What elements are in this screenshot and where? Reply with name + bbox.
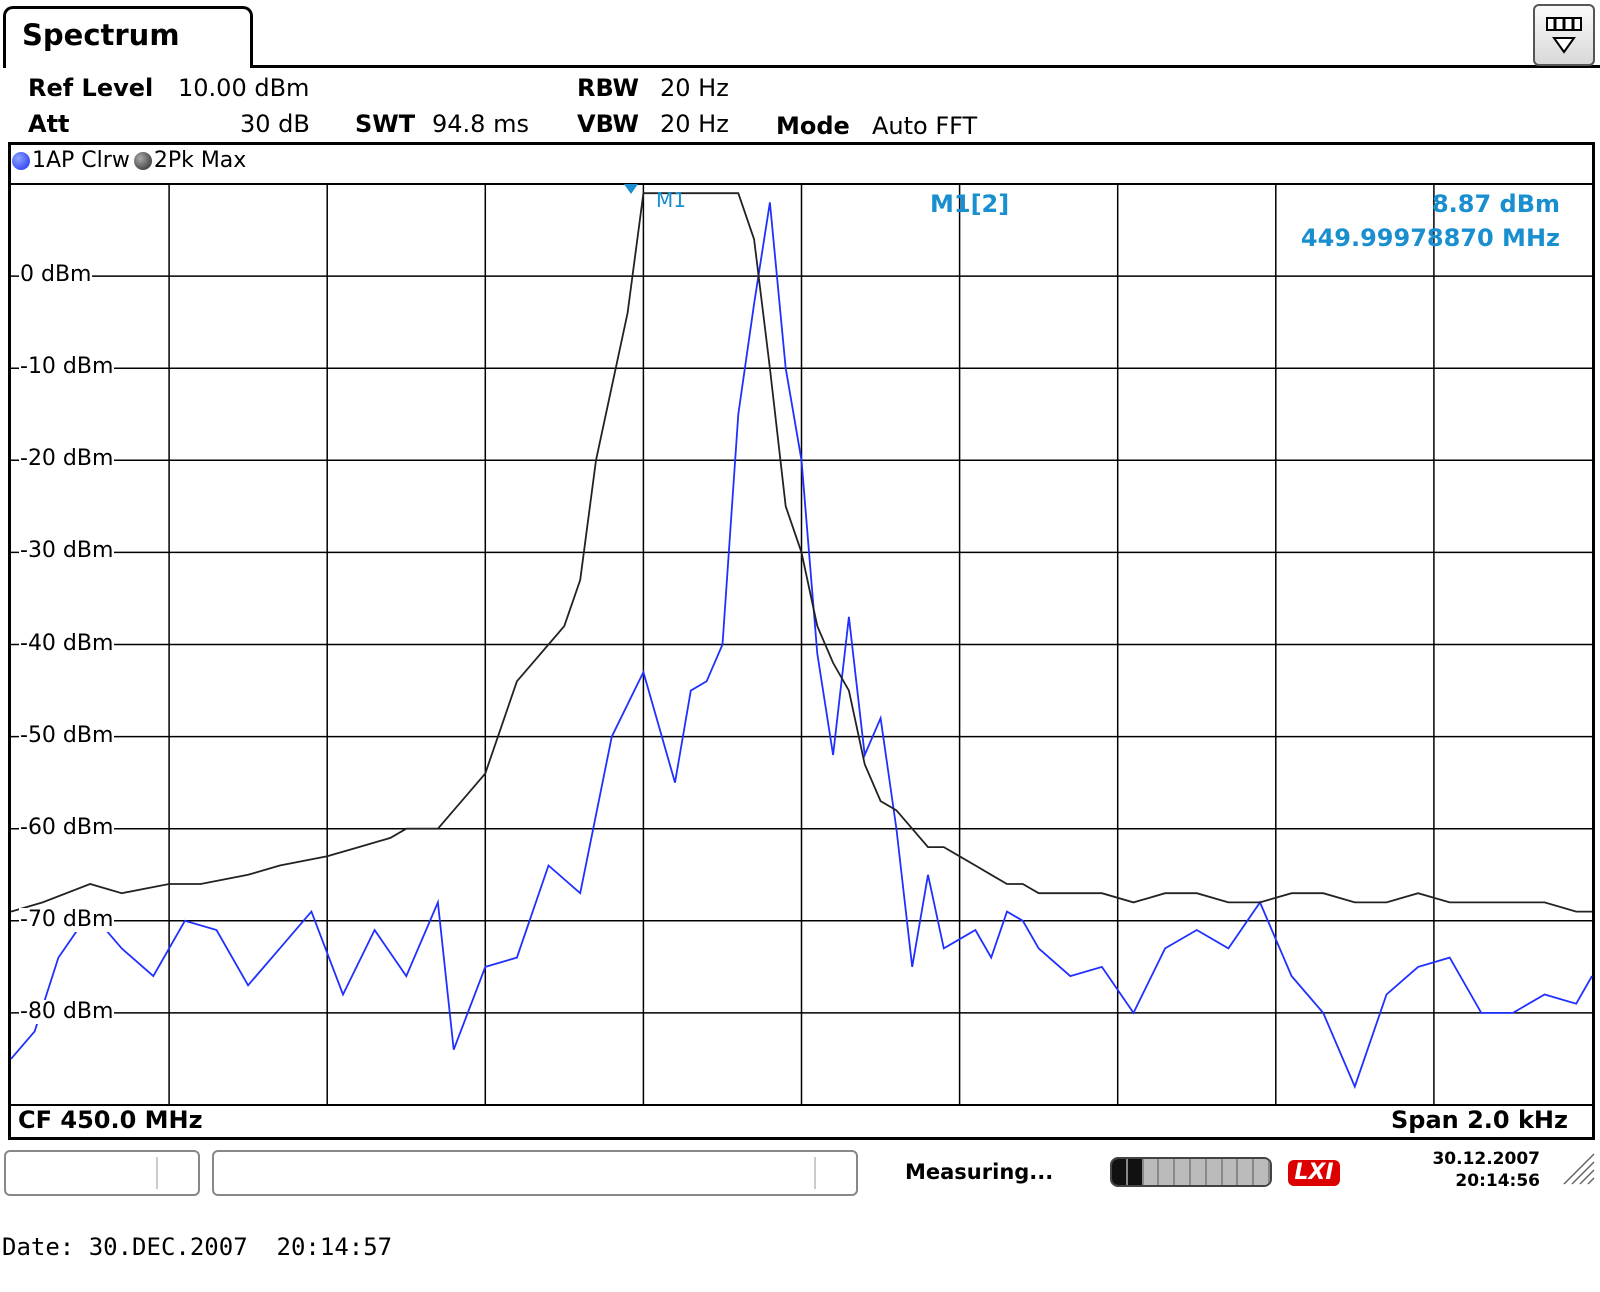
lxi-logo-text: LXI xyxy=(1294,1160,1334,1185)
resize-grip-icon[interactable] xyxy=(1560,1150,1596,1186)
measuring-status: Measuring... xyxy=(905,1160,1054,1184)
spectrum-diagram[interactable] xyxy=(8,142,1595,1140)
progress-segment xyxy=(1206,1159,1223,1185)
progress-bar xyxy=(1110,1157,1272,1187)
status-datetime: 30.12.2007 20:14:56 xyxy=(1390,1148,1540,1192)
marker-readout-name: M1[2] xyxy=(930,190,1010,218)
trace1-indicator-icon xyxy=(12,151,30,170)
vbw-label: VBW xyxy=(577,110,640,138)
att-label: Att xyxy=(28,110,70,138)
marker-readout-frequency: 449.99978870 MHz xyxy=(1300,224,1560,252)
y-axis-label: -20 dBm xyxy=(19,446,115,472)
y-axis-label: -50 dBm xyxy=(19,722,115,748)
tab-divider xyxy=(250,65,1600,68)
y-axis-label: -30 dBm xyxy=(19,538,115,564)
status-time: 20:14:56 xyxy=(1455,1171,1540,1191)
swt-value: 94.8 ms xyxy=(432,110,529,138)
trace1-label[interactable]: 1AP Clrw xyxy=(32,148,130,173)
att-value: 30 dB xyxy=(240,110,310,138)
swt-label: SWT xyxy=(355,110,416,138)
y-axis-label: -80 dBm xyxy=(19,998,115,1024)
status-field-2[interactable] xyxy=(212,1150,858,1196)
center-frequency[interactable]: CF 450.0 MHz xyxy=(18,1106,203,1134)
window-toggle-icon xyxy=(1546,17,1582,54)
status-divider xyxy=(814,1157,816,1189)
rbw-label: RBW xyxy=(577,74,639,102)
mode-value: Auto FFT xyxy=(872,112,978,140)
trace-legend: 1AP Clrw 2Pk Max xyxy=(12,148,246,173)
y-axis-label: -70 dBm xyxy=(19,906,115,932)
progress-segment xyxy=(1175,1159,1191,1185)
y-axis-label: -10 dBm xyxy=(19,354,115,380)
spectrum-tab[interactable] xyxy=(3,6,253,68)
span[interactable]: Span 2.0 kHz xyxy=(1391,1106,1568,1134)
marker-triangle-icon[interactable] xyxy=(624,184,640,196)
progress-segment xyxy=(1222,1159,1239,1185)
trace-2-line xyxy=(10,192,1592,913)
ref-level-value: 10.00 dBm xyxy=(178,74,310,102)
status-field-1[interactable] xyxy=(4,1150,200,1196)
lxi-logo: LXI xyxy=(1288,1160,1340,1186)
trace-1-line xyxy=(10,202,1593,1090)
mode-label: Mode xyxy=(776,112,850,140)
marker-label[interactable]: M1 xyxy=(656,188,686,212)
progress-segment xyxy=(1127,1159,1144,1185)
y-axis-label: -40 dBm xyxy=(19,630,115,656)
tab-title: Spectrum xyxy=(22,18,180,52)
marker-readout-level: 8.87 dBm xyxy=(1431,190,1560,218)
progress-segment xyxy=(1238,1159,1255,1185)
progress-segment xyxy=(1112,1159,1128,1185)
vbw-value: 20 Hz xyxy=(660,110,729,138)
status-divider xyxy=(156,1157,158,1189)
ref-level-label: Ref Level xyxy=(28,74,154,102)
y-axis-label: 0 dBm xyxy=(19,262,93,288)
progress-segment xyxy=(1190,1159,1207,1185)
rbw-value: 20 Hz xyxy=(660,74,729,102)
date-footer: Date: 30.DEC.2007 20:14:57 xyxy=(2,1233,393,1261)
progress-segment xyxy=(1143,1159,1160,1185)
progress-segment xyxy=(1254,1159,1270,1185)
status-date: 30.12.2007 xyxy=(1432,1149,1540,1169)
y-axis-label: -60 dBm xyxy=(19,814,115,840)
display-config-button[interactable] xyxy=(1533,4,1595,66)
trace2-indicator-icon xyxy=(133,151,152,170)
trace2-label[interactable]: 2Pk Max xyxy=(153,148,247,173)
progress-segment xyxy=(1159,1159,1176,1185)
